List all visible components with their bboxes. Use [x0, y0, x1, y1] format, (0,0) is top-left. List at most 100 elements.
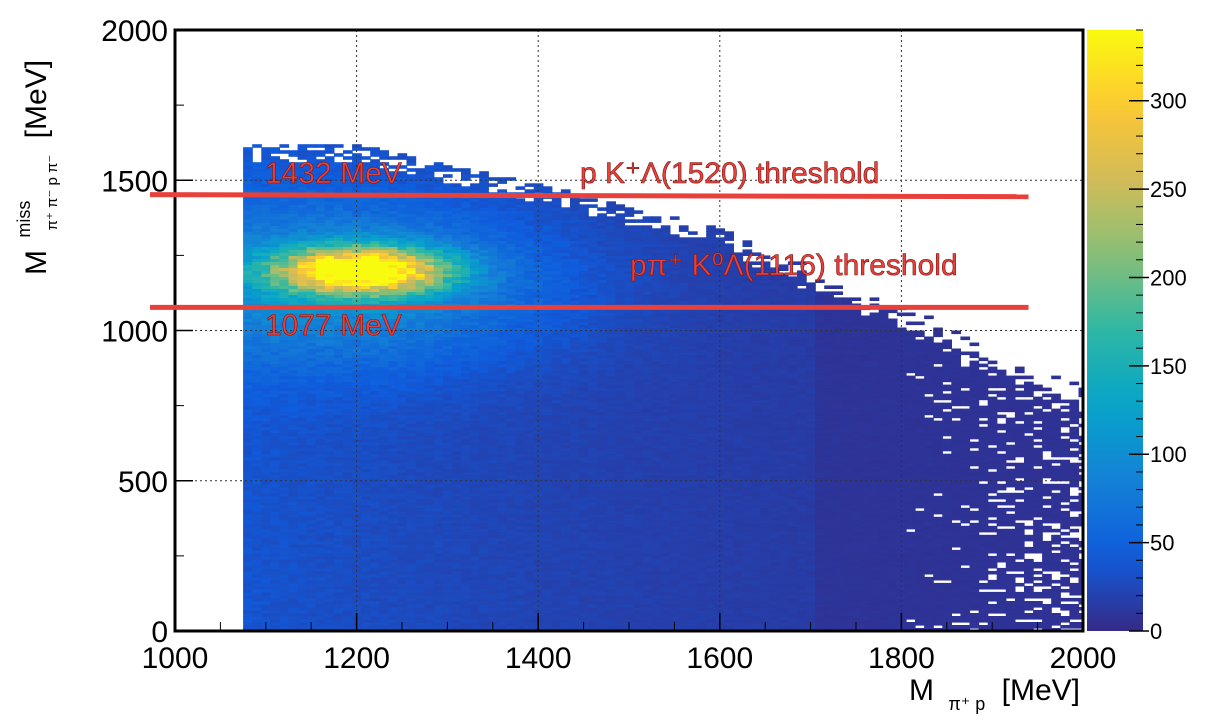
heatmap-cell	[406, 294, 417, 298]
heatmap-cell	[406, 591, 417, 596]
heatmap-cell	[343, 357, 353, 362]
heatmap-cell	[379, 555, 389, 560]
heatmap-cell	[370, 270, 380, 274]
heatmap-cell	[370, 552, 380, 557]
heatmap-cell	[270, 270, 280, 274]
heatmap-cell	[343, 333, 353, 338]
heatmap-cell	[343, 585, 353, 590]
heatmap-cell	[433, 531, 444, 536]
heatmap-cell	[479, 246, 489, 250]
heatmap-cell	[370, 456, 380, 461]
heatmap-cell	[297, 573, 308, 578]
heatmap-cell	[288, 183, 299, 187]
heatmap-cell	[279, 312, 290, 317]
heatmap-cell	[388, 267, 399, 271]
heatmap-cell	[479, 456, 489, 461]
heatmap-cell	[252, 450, 262, 455]
heatmap-cell	[370, 273, 380, 277]
heatmap-cell	[324, 549, 335, 554]
heatmap-cell	[297, 459, 308, 464]
heatmap-cell	[442, 525, 453, 530]
heatmap-cell	[288, 222, 299, 226]
heatmap-cell	[315, 537, 326, 542]
heatmap-cell	[279, 393, 290, 398]
heatmap-cell	[315, 369, 326, 374]
heatmap-cell	[479, 604, 489, 608]
heatmap-cell	[461, 291, 471, 295]
heatmap-cell	[252, 225, 262, 229]
heatmap-cell	[406, 357, 417, 362]
heatmap-cell	[442, 333, 453, 338]
heatmap-cell	[252, 372, 262, 377]
heatmap-cell	[379, 204, 389, 208]
heatmap-cell	[461, 396, 471, 401]
heatmap-cell	[433, 354, 444, 359]
heatmap-cell	[415, 258, 426, 262]
heatmap-cell	[479, 294, 489, 298]
heatmap-cell	[297, 264, 308, 268]
heatmap-cell	[406, 246, 417, 250]
heatmap-cell	[370, 384, 380, 389]
heatmap-cell	[288, 610, 299, 614]
heatmap-cell	[306, 486, 317, 491]
heatmap-cell	[433, 561, 444, 566]
heatmap-cell	[379, 495, 389, 500]
heatmap-cell	[370, 561, 380, 566]
heatmap-cell	[288, 525, 299, 530]
heatmap-cell	[306, 363, 317, 368]
heatmap-cell	[279, 429, 290, 434]
heatmap-cell	[461, 177, 471, 181]
heatmap-cell	[333, 528, 344, 533]
heatmap-cell	[324, 594, 335, 599]
heatmap-cell	[415, 216, 426, 220]
heatmap-cell	[461, 234, 471, 238]
heatmap-cell	[479, 402, 489, 407]
heatmap-cell	[470, 528, 480, 533]
heatmap-cell	[315, 402, 326, 407]
heatmap-cell	[270, 601, 280, 605]
heatmap-cell	[324, 507, 335, 512]
heatmap-cell	[243, 360, 253, 365]
heatmap-cell	[379, 552, 389, 557]
heatmap-cell	[361, 525, 371, 530]
heatmap-cell	[433, 273, 444, 277]
heatmap-cell	[352, 360, 362, 365]
heatmap-cell	[288, 534, 299, 539]
heatmap-cell	[270, 237, 280, 241]
heatmap-cell	[324, 435, 335, 440]
heatmap-cell	[424, 198, 435, 202]
heatmap-cell	[379, 222, 389, 226]
heatmap-cell	[288, 405, 299, 410]
heatmap-cell	[415, 222, 426, 226]
heatmap-cell	[333, 534, 344, 539]
heatmap-cell	[415, 324, 426, 329]
heatmap-cell	[261, 558, 271, 563]
heatmap-cell	[306, 507, 317, 512]
heatmap-cell	[397, 459, 408, 464]
heatmap-cell	[261, 567, 271, 572]
heatmap-cell	[306, 489, 317, 494]
heatmap-cell	[424, 579, 435, 584]
heatmap-cell	[279, 378, 290, 383]
heatmap-cell	[333, 610, 344, 614]
heatmap-cell	[252, 189, 262, 193]
heatmap-cell	[370, 336, 380, 341]
heatmap-cell	[288, 240, 299, 244]
heatmap-cell	[415, 261, 426, 265]
heatmap-cell	[433, 549, 444, 554]
heatmap-cell	[297, 357, 308, 362]
heatmap-cell	[297, 501, 308, 506]
heatmap-cell	[479, 174, 489, 178]
heatmap-cell	[424, 456, 435, 461]
heatmap-cell	[324, 411, 335, 416]
heatmap-cell	[315, 312, 326, 317]
heatmap-cell	[424, 177, 435, 181]
heatmap-cell	[415, 255, 426, 259]
heatmap-cell	[406, 222, 417, 226]
heatmap-cell	[343, 288, 353, 292]
heatmap-cell	[424, 613, 435, 617]
heatmap-cell	[306, 261, 317, 265]
heatmap-cell	[261, 327, 271, 332]
heatmap-cell	[333, 336, 344, 341]
heatmap-cell	[451, 219, 462, 223]
